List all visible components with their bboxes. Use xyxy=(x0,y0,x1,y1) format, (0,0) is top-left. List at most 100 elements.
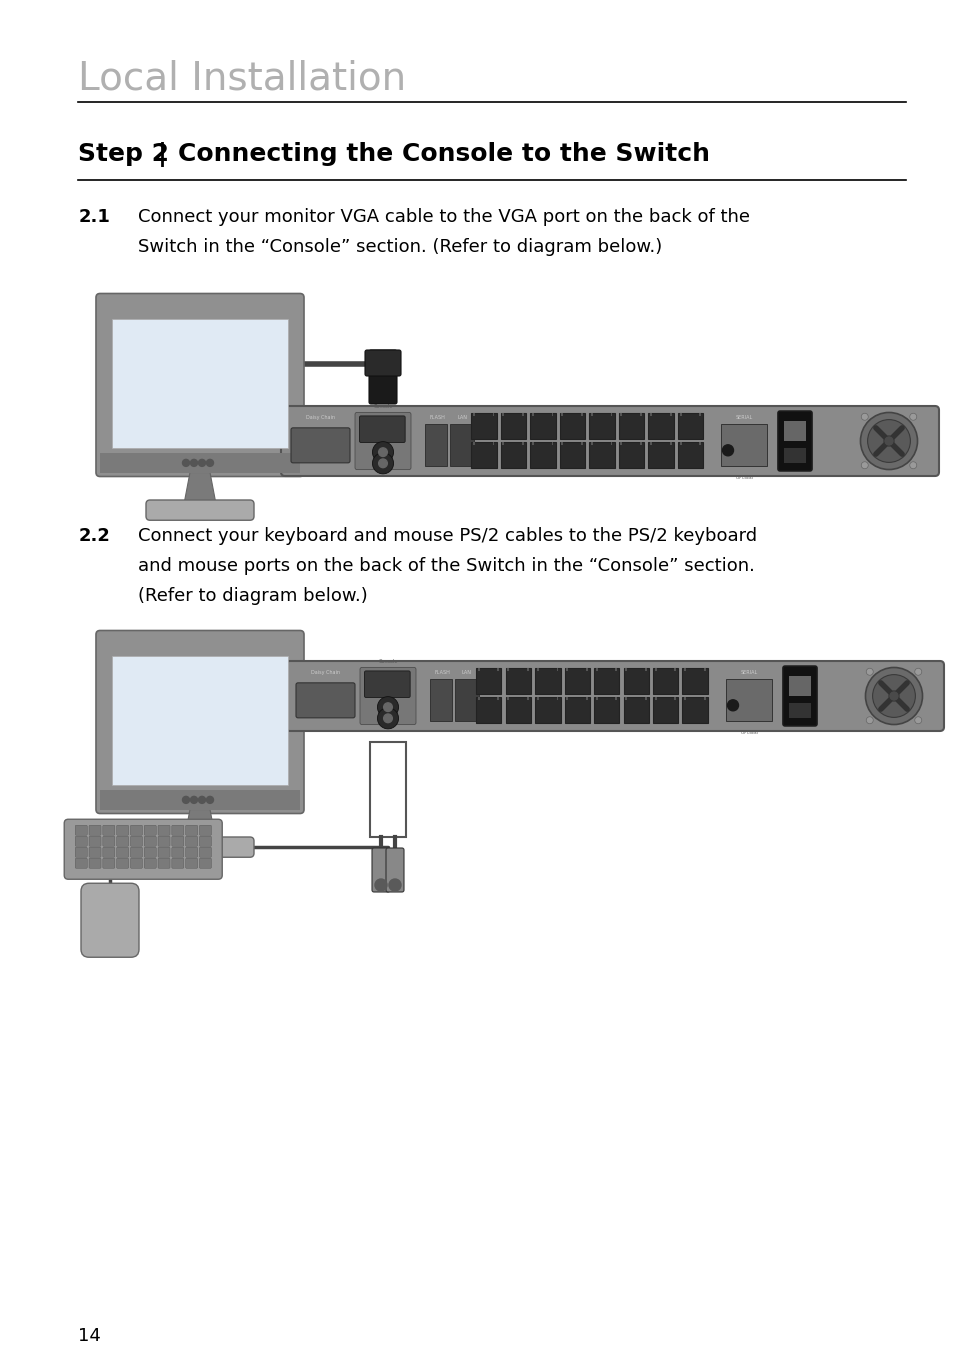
FancyBboxPatch shape xyxy=(131,859,142,868)
FancyBboxPatch shape xyxy=(566,696,568,699)
FancyBboxPatch shape xyxy=(537,696,538,699)
Text: FLASH: FLASH xyxy=(434,671,450,675)
FancyBboxPatch shape xyxy=(532,413,534,416)
Circle shape xyxy=(882,436,893,446)
FancyBboxPatch shape xyxy=(684,668,686,671)
FancyBboxPatch shape xyxy=(471,442,496,468)
FancyBboxPatch shape xyxy=(112,319,288,448)
FancyBboxPatch shape xyxy=(655,668,657,671)
FancyBboxPatch shape xyxy=(158,825,170,836)
FancyBboxPatch shape xyxy=(424,424,447,466)
Circle shape xyxy=(182,459,190,466)
FancyBboxPatch shape xyxy=(186,825,197,836)
FancyBboxPatch shape xyxy=(186,848,197,857)
FancyBboxPatch shape xyxy=(681,668,707,694)
Circle shape xyxy=(206,459,213,466)
FancyBboxPatch shape xyxy=(521,413,523,416)
FancyBboxPatch shape xyxy=(610,413,612,416)
Text: Connect your monitor VGA cable to the VGA port on the back of the: Connect your monitor VGA cable to the VG… xyxy=(138,209,749,226)
FancyBboxPatch shape xyxy=(96,293,304,477)
FancyBboxPatch shape xyxy=(623,668,648,694)
FancyBboxPatch shape xyxy=(558,413,584,439)
FancyBboxPatch shape xyxy=(281,406,938,476)
Circle shape xyxy=(182,796,190,803)
Circle shape xyxy=(866,420,909,462)
FancyBboxPatch shape xyxy=(649,413,651,416)
FancyBboxPatch shape xyxy=(669,442,671,444)
FancyBboxPatch shape xyxy=(788,676,810,696)
Circle shape xyxy=(865,668,872,675)
FancyBboxPatch shape xyxy=(112,656,288,785)
Circle shape xyxy=(198,459,205,466)
FancyBboxPatch shape xyxy=(116,837,129,846)
Circle shape xyxy=(914,717,921,724)
FancyBboxPatch shape xyxy=(596,668,598,671)
FancyBboxPatch shape xyxy=(158,848,170,857)
FancyBboxPatch shape xyxy=(594,668,618,694)
Circle shape xyxy=(375,879,387,891)
FancyBboxPatch shape xyxy=(677,442,702,468)
Circle shape xyxy=(191,796,197,803)
FancyBboxPatch shape xyxy=(652,696,678,722)
FancyBboxPatch shape xyxy=(649,442,651,444)
FancyBboxPatch shape xyxy=(615,696,617,699)
FancyBboxPatch shape xyxy=(365,350,400,376)
FancyBboxPatch shape xyxy=(295,683,355,718)
FancyBboxPatch shape xyxy=(618,413,643,439)
FancyBboxPatch shape xyxy=(644,668,646,671)
FancyBboxPatch shape xyxy=(372,848,390,891)
FancyBboxPatch shape xyxy=(564,696,589,722)
Text: 2.1: 2.1 xyxy=(78,209,110,226)
FancyBboxPatch shape xyxy=(89,859,101,868)
FancyBboxPatch shape xyxy=(355,413,411,470)
FancyBboxPatch shape xyxy=(144,859,156,868)
Circle shape xyxy=(378,448,387,457)
Circle shape xyxy=(372,442,394,462)
FancyBboxPatch shape xyxy=(551,413,553,416)
FancyBboxPatch shape xyxy=(590,413,593,416)
FancyBboxPatch shape xyxy=(639,413,641,416)
FancyBboxPatch shape xyxy=(669,413,671,416)
Circle shape xyxy=(914,668,921,675)
Circle shape xyxy=(727,699,738,710)
FancyBboxPatch shape xyxy=(471,413,496,439)
FancyBboxPatch shape xyxy=(430,679,452,721)
FancyBboxPatch shape xyxy=(618,442,643,468)
FancyBboxPatch shape xyxy=(677,413,702,439)
FancyBboxPatch shape xyxy=(473,442,475,444)
FancyBboxPatch shape xyxy=(556,668,558,671)
FancyBboxPatch shape xyxy=(610,442,612,444)
FancyBboxPatch shape xyxy=(647,413,673,439)
FancyBboxPatch shape xyxy=(100,454,299,473)
FancyBboxPatch shape xyxy=(507,668,509,671)
Polygon shape xyxy=(184,473,215,504)
Text: Or Local: Or Local xyxy=(735,476,752,480)
FancyBboxPatch shape xyxy=(502,413,504,416)
Text: LAN: LAN xyxy=(461,671,472,675)
Text: (Refer to diagram below.): (Refer to diagram below.) xyxy=(138,587,368,605)
FancyBboxPatch shape xyxy=(703,668,705,671)
FancyBboxPatch shape xyxy=(116,859,129,868)
FancyBboxPatch shape xyxy=(291,428,350,463)
FancyBboxPatch shape xyxy=(623,696,648,722)
FancyBboxPatch shape xyxy=(679,413,680,416)
Text: Console: Console xyxy=(373,405,393,409)
Circle shape xyxy=(909,462,916,469)
FancyBboxPatch shape xyxy=(364,671,410,698)
Text: Connect your keyboard and mouse PS/2 cables to the PS/2 keyboard: Connect your keyboard and mouse PS/2 cab… xyxy=(138,527,757,545)
FancyBboxPatch shape xyxy=(596,696,598,699)
FancyBboxPatch shape xyxy=(580,413,582,416)
FancyBboxPatch shape xyxy=(75,859,87,868)
Text: Daisy Chain: Daisy Chain xyxy=(306,414,335,420)
FancyBboxPatch shape xyxy=(146,500,253,521)
FancyBboxPatch shape xyxy=(75,825,87,836)
FancyBboxPatch shape xyxy=(500,413,525,439)
FancyBboxPatch shape xyxy=(561,413,563,416)
FancyBboxPatch shape xyxy=(551,442,553,444)
Circle shape xyxy=(191,459,197,466)
FancyBboxPatch shape xyxy=(590,442,593,444)
FancyBboxPatch shape xyxy=(492,442,494,444)
Circle shape xyxy=(198,796,205,803)
FancyBboxPatch shape xyxy=(199,848,212,857)
FancyBboxPatch shape xyxy=(116,848,129,857)
